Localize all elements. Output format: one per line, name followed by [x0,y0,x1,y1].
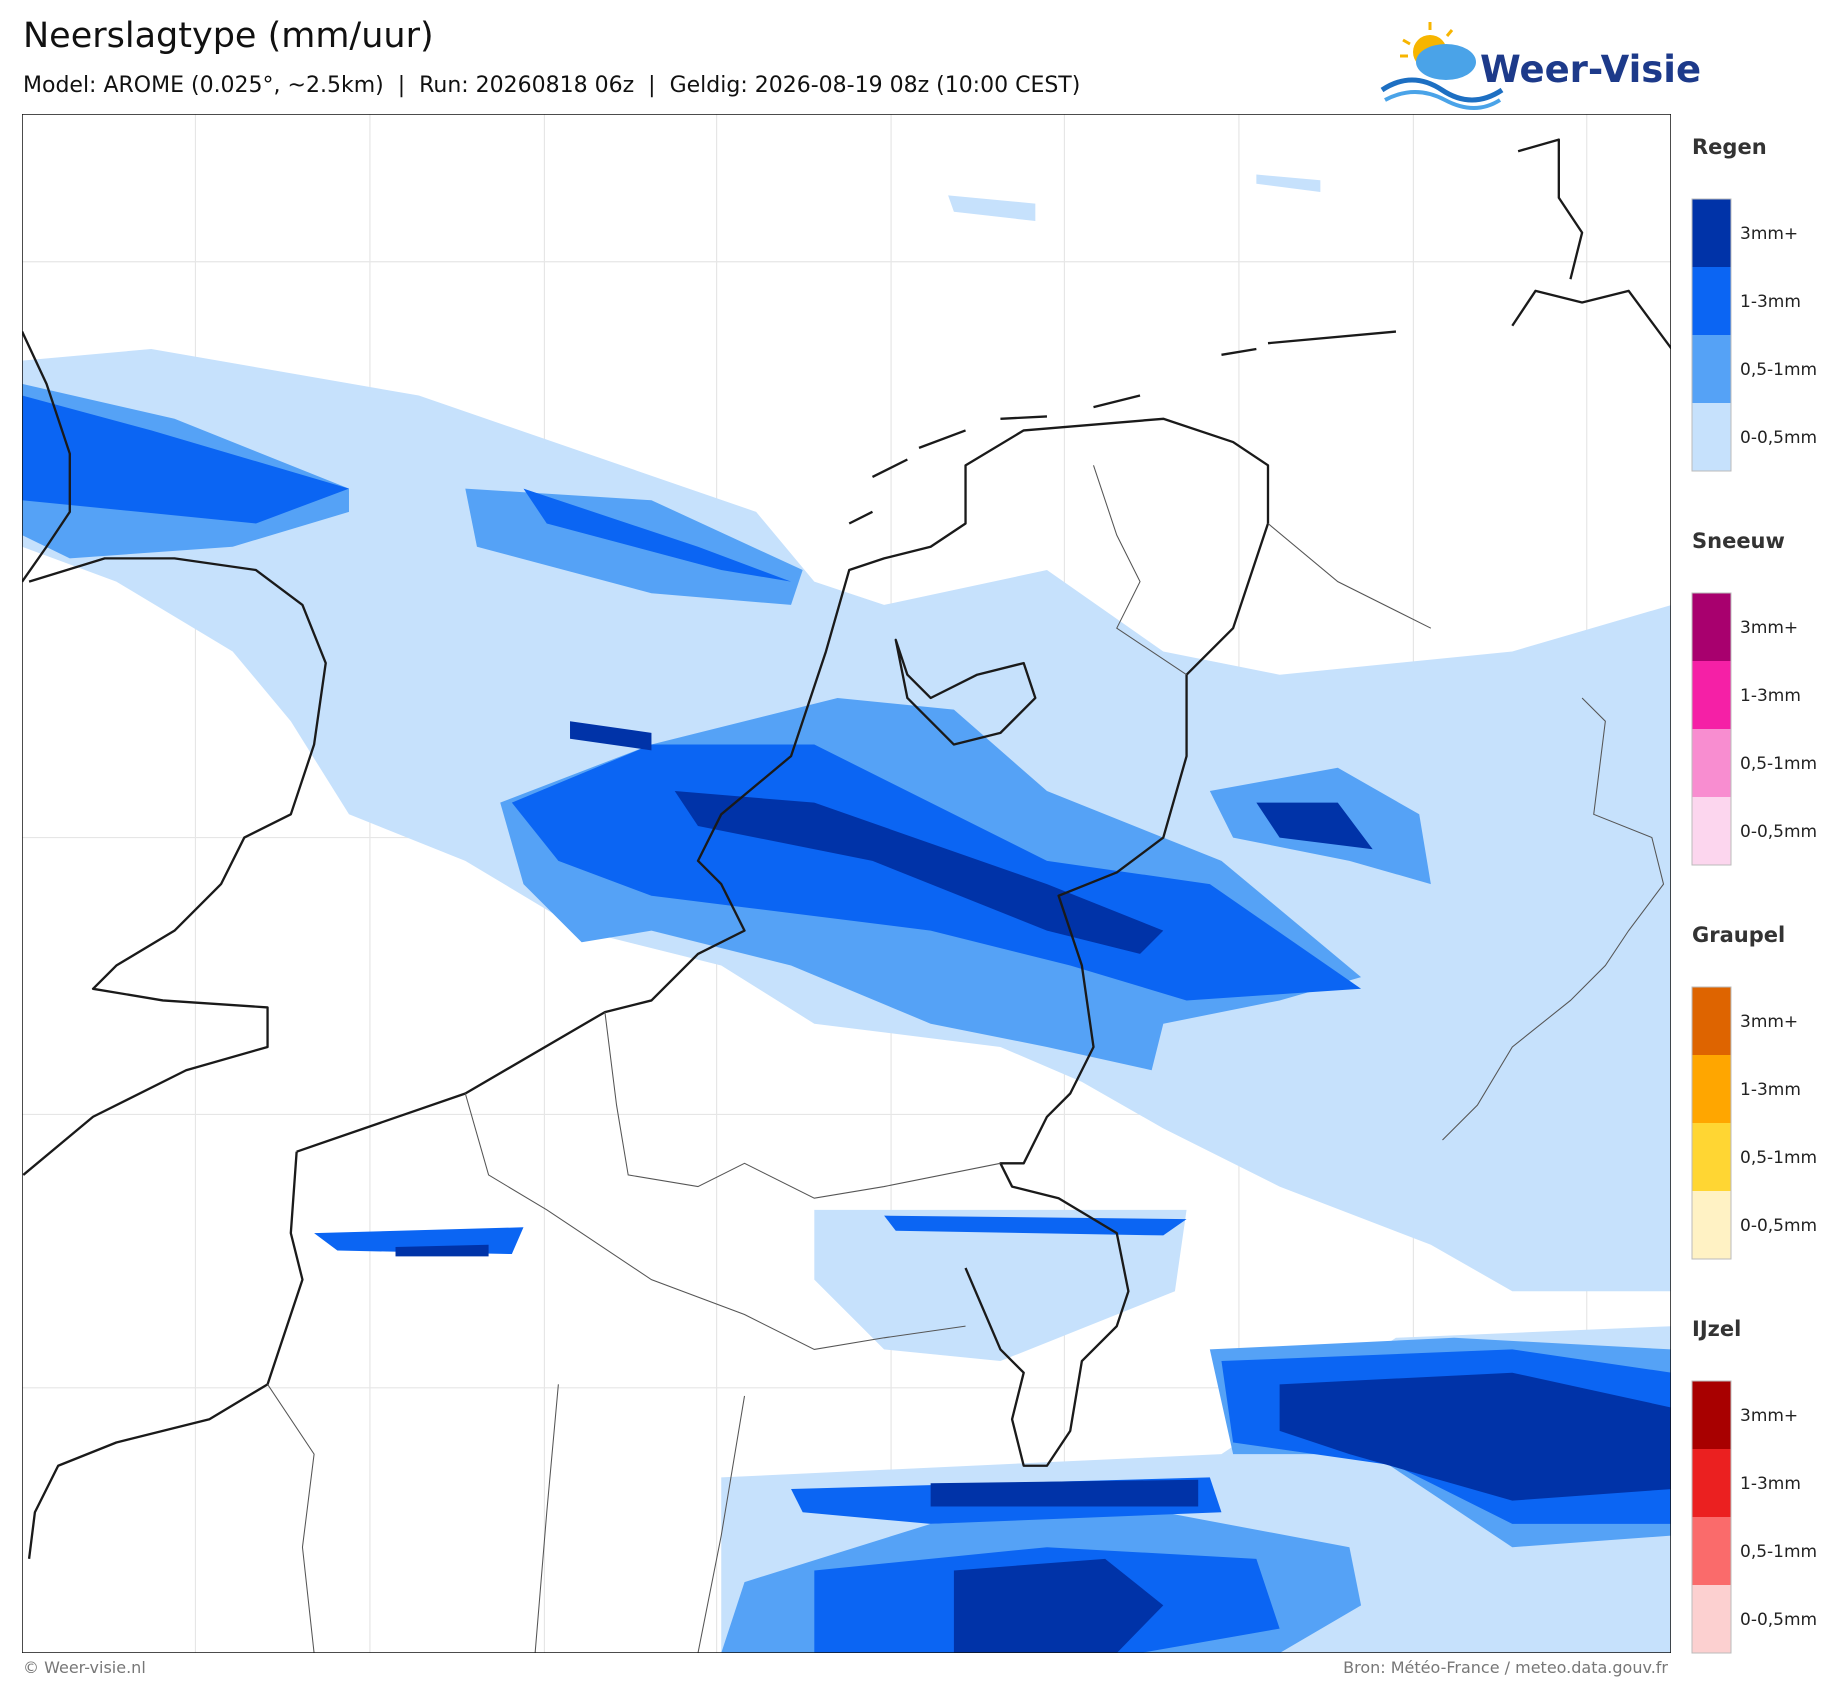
legend-label: 1-3mm [1740,1080,1801,1100]
legend-swatch [1692,797,1731,865]
legend-label: 0-0,5mm [1740,1216,1817,1236]
legend-label: 3mm+ [1740,1406,1798,1426]
legend-frame [1691,198,1732,472]
legend-label: 1-3mm [1740,292,1801,312]
legend-label: 0,5-1mm [1740,754,1817,774]
legend: Regen 3mm+ 1-3mm 0,5-1mm 0-0,5mm Sneeuw 3mm+ 1-… [1691,135,1817,1654]
legend-frame [1691,986,1732,1260]
legend-swatch [1692,1055,1731,1123]
legend-group-title: Graupel [1692,923,1785,947]
legend-label: 0-0,5mm [1740,1610,1817,1630]
legend-label: 0,5-1mm [1740,1148,1817,1168]
legend-swatch [1692,1517,1731,1585]
legend-swatch [1692,335,1731,403]
legend-swatch [1692,1449,1731,1517]
legend-swatch [1692,729,1731,797]
legend-label: 1-3mm [1740,686,1801,706]
legend-label: 0-0,5mm [1740,822,1817,842]
legend-frame [1691,1380,1732,1654]
title: Neerslagtype (mm/uur) [23,16,434,56]
subtitle: Model: AROME (0.025°, ~2.5km) | Run: 202… [23,73,1080,98]
logo: Weer-Visie [1380,22,1701,110]
legend-swatch [1692,199,1731,267]
map [22,114,1671,1653]
borders [267,465,1665,1653]
legend-label: 1-3mm [1740,1474,1801,1494]
legend-swatch [1692,403,1731,471]
footer-credit: © Weer-visie.nl [23,1658,146,1677]
logo-text: Weer-Visie [1480,48,1701,91]
legend-swatch [1692,1123,1731,1191]
legend-group-title: IJzel [1692,1317,1741,1341]
legend-swatch [1692,1191,1731,1259]
footer-source: Bron: Météo-France / meteo.data.gouv.fr [1343,1658,1668,1677]
legend-group-title: Regen [1692,135,1767,159]
legend-swatch [1692,593,1731,661]
legend-swatch [1692,1585,1731,1653]
legend-label: 0-0,5mm [1740,428,1817,448]
legend-frame [1691,592,1732,866]
legend-label: 3mm+ [1740,618,1798,638]
legend-label: 0,5-1mm [1740,1542,1817,1562]
legend-label: 3mm+ [1740,1012,1798,1032]
legend-swatch [1692,1381,1731,1449]
precipitation [22,174,1671,1653]
legend-label: 0,5-1mm [1740,360,1817,380]
legend-swatch [1692,661,1731,729]
legend-swatch [1692,987,1731,1055]
coastlines [22,138,1671,1559]
legend-group-title: Sneeuw [1692,529,1785,553]
legend-label: 3mm+ [1740,224,1798,244]
legend-swatch [1692,267,1731,335]
